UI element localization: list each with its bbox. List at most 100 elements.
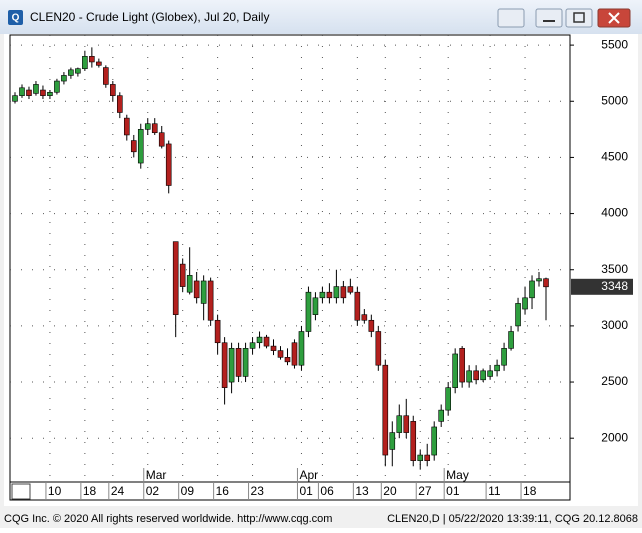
candle-body (130, 140, 137, 153)
candle-body (33, 84, 39, 94)
candle-body (228, 348, 235, 383)
y-tick-label: 2000 (601, 430, 628, 444)
candle-body (410, 421, 417, 461)
candle-body (473, 370, 479, 381)
candle-body (368, 319, 375, 332)
candle-body (431, 426, 438, 456)
candle-body (354, 291, 361, 321)
candle-body (12, 95, 18, 102)
candle-body (375, 331, 382, 366)
x-tick-label: 02 (146, 484, 160, 498)
app-icon-letter: Q (12, 13, 20, 24)
month-label: May (446, 468, 469, 482)
candle-body (487, 370, 493, 377)
candle-body (319, 291, 326, 299)
x-tick-label: 10 (48, 484, 62, 498)
candle-body (110, 84, 116, 96)
candle-body (221, 342, 228, 388)
candle-body (424, 454, 431, 461)
candle-body (396, 415, 403, 433)
x-tick-label: 24 (111, 484, 125, 498)
candle-body (96, 61, 102, 66)
footer-right: CLEN20,D | 05/22/2020 13:39:11, CQG 20.1… (387, 513, 638, 525)
candle-body (54, 80, 60, 93)
candle-body (382, 364, 389, 456)
candle-body (75, 68, 81, 74)
candle-body (438, 409, 444, 422)
candle-body (389, 432, 396, 450)
candle-body (333, 286, 340, 299)
candle-body (403, 415, 410, 433)
candle-body (305, 291, 312, 332)
title-bar (0, 0, 642, 34)
y-tick-label: 4000 (601, 206, 628, 220)
y-tick-label: 5500 (601, 37, 628, 51)
x-axis-band (9, 481, 571, 501)
month-label: Mar (146, 468, 167, 482)
candle-body (123, 117, 130, 136)
minimize-button[interactable] (535, 8, 563, 28)
candle-body (200, 280, 207, 304)
candle-body (543, 278, 549, 288)
candle-body (117, 95, 123, 113)
candle-body (312, 297, 319, 315)
candle-body (158, 132, 165, 147)
x-tick-label: 20 (383, 484, 397, 498)
candle-body (515, 303, 521, 327)
candle-body (522, 297, 528, 310)
x-tick-label: 11 (488, 484, 501, 498)
candle-body (284, 357, 291, 363)
candle-body (529, 280, 535, 299)
last-price-label: 3348 (601, 279, 628, 293)
candle-body (459, 348, 465, 383)
candle-body (82, 56, 88, 69)
y-tick-label: 5000 (601, 93, 628, 107)
window-title: CLEN20 - Crude Light (Globex), Jul 20, D… (30, 10, 269, 24)
candle-body (40, 89, 46, 96)
candle-body (291, 342, 298, 366)
candle-body (144, 123, 151, 130)
candle-body (270, 345, 277, 351)
candle-body (508, 331, 514, 349)
axis-box (11, 483, 31, 500)
candle-body (186, 275, 193, 293)
x-tick-label: 23 (251, 484, 265, 498)
x-tick-label: 13 (355, 484, 369, 498)
footer-left: CQG Inc. © 2020 All rights reserved worl… (4, 513, 332, 525)
candle-body (501, 348, 507, 366)
candle-body (151, 123, 158, 134)
candle-body (61, 75, 67, 82)
app-icon (8, 10, 23, 25)
candle-body (242, 348, 249, 377)
x-tick-label: 09 (181, 484, 195, 498)
candle-body (452, 353, 458, 388)
status-bar (0, 508, 642, 528)
x-tick-label: 01 (299, 484, 313, 498)
y-tick-label: 3000 (601, 318, 628, 332)
pin-button[interactable] (497, 8, 525, 28)
maximize-button[interactable] (565, 8, 593, 28)
candle-body (235, 348, 242, 377)
candle-body (361, 314, 368, 321)
candle-body (256, 336, 263, 344)
y-tick-label: 2500 (601, 374, 628, 388)
candle-body (165, 143, 172, 186)
candle-body (26, 89, 32, 96)
candle-body (347, 286, 354, 293)
month-label: Apr (299, 468, 318, 482)
candle-body (340, 286, 347, 299)
candle-body (193, 280, 200, 299)
candle-body (103, 67, 109, 85)
x-tick-label: 18 (523, 484, 537, 498)
candle-body (179, 263, 186, 287)
candle-body (214, 319, 221, 344)
last-price-box (571, 278, 633, 295)
x-tick-label: 18 (83, 484, 97, 498)
x-tick-label: 01 (446, 484, 460, 498)
x-tick-label: 27 (418, 484, 432, 498)
candle-body (207, 280, 214, 321)
candle-body (47, 91, 53, 96)
candle-body (445, 387, 451, 411)
candle-body (19, 87, 25, 96)
candle-body (249, 342, 256, 349)
